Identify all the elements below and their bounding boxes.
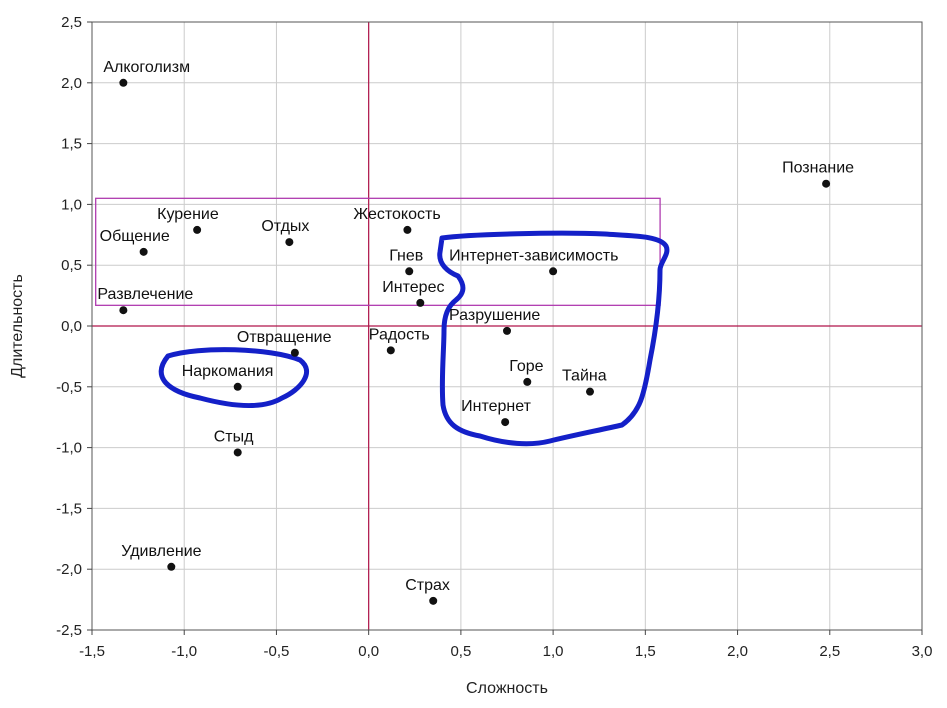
y-tick-label: 0,5 bbox=[61, 257, 82, 274]
y-tick-label: -0,5 bbox=[56, 379, 82, 396]
outline-internet-group bbox=[437, 230, 670, 447]
x-tick-label: -1,0 bbox=[171, 643, 197, 660]
reference-lines bbox=[92, 22, 922, 630]
data-point-label: Интернет-зависимость bbox=[449, 247, 618, 264]
data-point-marker bbox=[405, 267, 414, 276]
data-point-marker bbox=[386, 346, 395, 355]
y-tick-label: 2,5 bbox=[61, 14, 82, 31]
data-point-marker bbox=[167, 562, 176, 571]
y-tick-label: -2,5 bbox=[56, 622, 82, 639]
data-point: Общение bbox=[100, 228, 170, 256]
data-point-marker bbox=[139, 247, 148, 256]
y-tick-label: 2,0 bbox=[61, 75, 82, 92]
data-point: Отдых bbox=[261, 218, 309, 247]
data-point: Удивление bbox=[121, 543, 202, 571]
data-point-marker bbox=[523, 377, 532, 386]
data-point-label: Горе bbox=[509, 358, 543, 375]
data-point: Наркомания bbox=[182, 363, 274, 391]
data-point-marker bbox=[501, 418, 510, 427]
data-point-marker bbox=[290, 348, 299, 357]
data-point: Радость bbox=[369, 326, 430, 355]
x-tick-label: 2,0 bbox=[727, 643, 748, 660]
data-point-label: Интерес bbox=[382, 279, 444, 296]
x-tick-label: 0,0 bbox=[358, 643, 379, 660]
data-point-label: Алкоголизм bbox=[103, 59, 190, 76]
x-tick-label: -0,5 bbox=[264, 643, 290, 660]
highlight-region bbox=[95, 197, 661, 306]
data-point: Алкоголизм bbox=[103, 59, 190, 87]
data-point-marker bbox=[822, 179, 831, 188]
data-point: Развлечение bbox=[97, 286, 193, 315]
data-point-marker bbox=[119, 306, 128, 315]
data-point-label: Удивление bbox=[121, 543, 201, 560]
data-point: Гнев bbox=[389, 247, 423, 276]
y-tick-label: -1,5 bbox=[56, 500, 82, 517]
data-point-label: Отвращение bbox=[237, 329, 332, 346]
data-point: Курение bbox=[157, 206, 219, 234]
x-tick-label: -1,5 bbox=[79, 643, 105, 660]
hand-drawn-outlines bbox=[158, 230, 670, 447]
data-point-label: Гнев bbox=[389, 247, 423, 264]
data-point-marker bbox=[285, 238, 294, 247]
data-point-label: Страх bbox=[405, 577, 450, 594]
x-tick-label: 3,0 bbox=[912, 643, 933, 660]
data-point: Интернет bbox=[461, 398, 532, 427]
data-point-label: Радость bbox=[369, 326, 430, 343]
y-tick-label: -1,0 bbox=[56, 440, 82, 457]
data-point-label: Курение bbox=[157, 206, 219, 223]
data-point-label: Развлечение bbox=[97, 286, 193, 303]
x-axis-title: Сложность bbox=[466, 680, 548, 697]
data-point-marker bbox=[429, 596, 438, 605]
data-point: Интерес bbox=[382, 279, 444, 307]
data-point-marker bbox=[586, 387, 594, 396]
data-point-marker bbox=[233, 382, 242, 391]
y-axis-title: Длительность bbox=[9, 274, 26, 378]
data-point: Отвращение bbox=[237, 329, 332, 357]
y-tick-label: 1,5 bbox=[61, 136, 82, 153]
x-tick-labels: -1,5 -1,0 -0,5 0,0 0,5 1,0 1,5 2,0 2,5 3,0 bbox=[79, 630, 932, 660]
data-point-marker bbox=[193, 225, 202, 234]
x-tick-label: 1,0 bbox=[543, 643, 564, 660]
data-point-label: Жестокость bbox=[353, 206, 440, 223]
data-point: Тайна bbox=[562, 368, 607, 396]
data-point: Стыд bbox=[214, 428, 254, 457]
data-point-label: Общение bbox=[100, 228, 170, 245]
highlight-rectangle bbox=[95, 197, 661, 306]
y-tick-labels: 2,5 2,0 1,5 1,0 0,5 0,0 -0,5 -1,0 -1,5 -2,0 -2,5 bbox=[56, 14, 92, 639]
data-point-marker bbox=[403, 225, 412, 234]
data-point-label: Наркомания bbox=[182, 363, 274, 380]
y-tick-label: -2,0 bbox=[56, 561, 82, 578]
data-point-marker bbox=[416, 298, 425, 307]
data-point: Жестокость bbox=[353, 206, 441, 234]
x-tick-label: 2,5 bbox=[819, 643, 840, 660]
data-point-label: Стыд bbox=[214, 428, 254, 445]
data-point-marker bbox=[549, 267, 558, 276]
x-tick-label: 1,5 bbox=[635, 643, 656, 660]
data-point-label: Разрушение bbox=[449, 307, 540, 324]
data-point-marker bbox=[503, 326, 511, 335]
data-point-label: Тайна bbox=[562, 368, 607, 385]
data-point-marker bbox=[119, 78, 128, 87]
data-point: Познание bbox=[782, 160, 854, 188]
data-point-marker bbox=[233, 448, 242, 457]
data-point: Интернет-зависимость bbox=[449, 247, 618, 276]
data-point: Страх bbox=[405, 577, 450, 605]
data-point: Горе bbox=[509, 358, 544, 386]
y-tick-label: 0,0 bbox=[61, 318, 82, 335]
x-tick-label: 0,5 bbox=[450, 643, 471, 660]
data-point-label: Познание bbox=[782, 160, 854, 177]
data-point: Разрушение bbox=[449, 307, 540, 335]
outline-narkomaniya bbox=[158, 347, 309, 408]
data-points: Алкоголизм Познание Курение Общение Отдых Жес… bbox=[97, 59, 854, 605]
data-point-label: Интернет bbox=[461, 398, 531, 415]
y-tick-label: 1,0 bbox=[61, 196, 82, 213]
data-point-label: Отдых bbox=[261, 218, 309, 235]
